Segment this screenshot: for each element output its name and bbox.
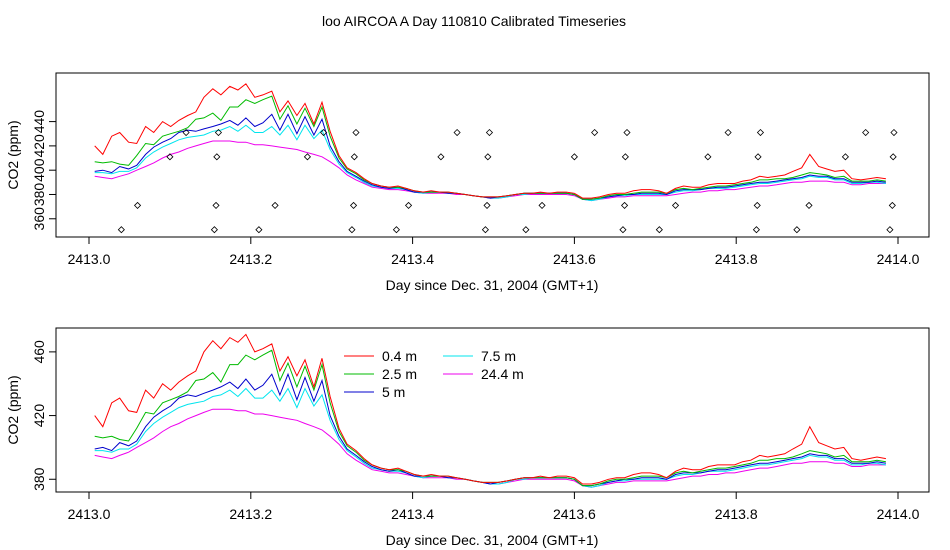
bottom-x-axis: 2413.0 2413.2 2413.4 2413.6 2413.8 2414.0 (68, 492, 920, 522)
diagnostic-marker (350, 153, 358, 161)
x-tick-label: 2413.4 (391, 251, 434, 267)
y-tick-label: 380 (31, 467, 47, 491)
series-line-04m (94, 83, 886, 199)
diagnostic-marker (889, 153, 897, 161)
bottom-legend: 0.4 m 2.5 m 5 m 7.5 m 24.4 m (344, 348, 524, 400)
legend-label: 24.4 m (481, 366, 524, 382)
diagnostic-marker (485, 128, 494, 137)
diagnostic-marker (348, 226, 356, 234)
diagnostic-marker (724, 128, 732, 137)
diagnostic-marker (753, 201, 761, 209)
legend-label: 5 m (382, 384, 405, 400)
diagnostic-marker (392, 226, 400, 234)
series-line-5m (94, 113, 886, 200)
series-line-244m (94, 140, 886, 202)
y-tick-label: 360 (31, 207, 47, 231)
diagnostic-marker (620, 201, 629, 209)
diagnostic-marker (212, 201, 220, 209)
diagnostic-marker (484, 153, 492, 161)
series-line-244m (94, 408, 886, 488)
diagnostic-marker (888, 201, 896, 209)
y-tick-label: 420 (31, 134, 47, 158)
x-tick-label: 2413.0 (68, 506, 111, 522)
diagnostic-marker (752, 226, 760, 234)
diagnostic-marker (704, 153, 712, 161)
diagnostic-marker (655, 226, 663, 234)
y-tick-label: 440 (31, 110, 47, 134)
bottom-x-axis-label: Day since Dec. 31, 2004 (GMT+1) (386, 532, 599, 548)
top-y-axis-label: CO2 (ppm) (5, 120, 21, 189)
y-tick-label: 420 (31, 404, 47, 428)
x-tick-label: 2413.2 (229, 251, 272, 267)
diagnostic-marker (214, 128, 223, 137)
x-tick-label: 2414.0 (877, 506, 920, 522)
diagnostic-marker (483, 201, 491, 209)
diagnostic-marker (805, 201, 813, 209)
y-tick-label: 400 (31, 158, 47, 182)
top-plot-frame (55, 72, 930, 238)
bottom-y-axis: 380 420 460 (31, 340, 56, 491)
diagnostic-marker (591, 128, 599, 137)
diagnostic-marker (890, 128, 898, 137)
diagnostic-marker (182, 128, 190, 137)
x-tick-label: 2413.2 (229, 506, 272, 522)
diagnostic-marker (621, 153, 629, 161)
diagnostic-marker (619, 226, 627, 234)
diagnostic-marker (271, 201, 279, 209)
diagnostic-marker (453, 128, 461, 137)
legend-label: 0.4 m (382, 348, 417, 364)
diagnostic-marker (671, 201, 680, 209)
series-line-5m (94, 372, 886, 487)
bottom-y-axis-label: CO2 (ppm) (5, 375, 21, 444)
diagnostic-marker (756, 128, 765, 137)
diagnostic-marker (538, 201, 546, 209)
series-line-75m (94, 124, 886, 202)
top-x-axis: 2413.0 2413.2 2413.4 2413.6 2413.8 2414.0 (68, 237, 920, 267)
diagnostic-marker (349, 201, 358, 209)
diagnostic-marker (117, 226, 125, 234)
diagnostic-marker (255, 226, 263, 234)
bottom-series-lines (94, 333, 886, 488)
diagnostic-marker (754, 153, 762, 161)
x-tick-label: 2413.8 (715, 251, 758, 267)
x-tick-label: 2414.0 (877, 251, 920, 267)
x-tick-label: 2413.0 (68, 251, 111, 267)
x-tick-label: 2413.8 (715, 506, 758, 522)
diagnostic-marker (623, 128, 631, 137)
legend-label: 2.5 m (382, 366, 417, 382)
diagnostic-marker (133, 201, 142, 209)
y-tick-label: 460 (31, 340, 47, 364)
bottom-plot-frame (55, 327, 930, 493)
diagnostic-marker (213, 153, 221, 161)
diagnostic-marker (404, 201, 413, 209)
top-x-axis-label: Day since Dec. 31, 2004 (GMT+1) (386, 277, 599, 293)
diagnostic-marker (166, 153, 174, 161)
top-diagnostic-markers (117, 128, 898, 234)
bottom-panel: 2413.0 2413.2 2413.4 2413.6 2413.8 2414.0 380… (5, 327, 930, 548)
x-tick-label: 2413.4 (391, 506, 434, 522)
diagnostic-marker (570, 153, 578, 161)
diagnostic-marker (320, 128, 328, 137)
diagnostic-marker (522, 226, 530, 234)
diagnostic-marker (303, 153, 311, 161)
figure-title: loo AIRCOA A Day 110810 Calibrated Times… (322, 13, 626, 29)
top-panel: 2413.0 2413.2 2413.4 2413.6 2413.8 2414.0 360… (5, 72, 930, 293)
x-tick-label: 2413.6 (553, 506, 596, 522)
series-line-04m (94, 333, 886, 485)
diagnostic-marker (886, 226, 894, 234)
diagnostic-marker (210, 226, 218, 234)
diagnostic-marker (352, 128, 360, 137)
top-series-lines (94, 83, 886, 202)
diagnostic-marker (437, 153, 445, 161)
diagnostic-marker (841, 153, 849, 161)
series-line-75m (94, 387, 886, 488)
diagnostic-marker (481, 226, 489, 234)
legend-label: 7.5 m (481, 348, 516, 364)
diagnostic-marker (793, 226, 801, 234)
diagnostic-marker (862, 128, 870, 137)
x-tick-label: 2413.6 (553, 251, 596, 267)
y-tick-label: 380 (31, 183, 47, 207)
